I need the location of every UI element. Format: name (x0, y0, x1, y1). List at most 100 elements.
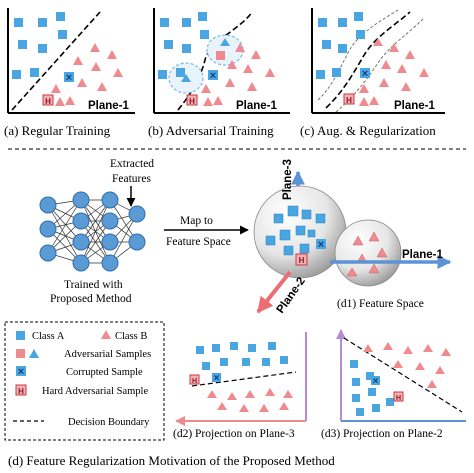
panel-b-axes (153, 8, 290, 114)
panel-a-decision-boundary (11, 11, 101, 111)
d3-caption: (d3) Projection on Plane-2 (321, 428, 443, 440)
panel-c-corrupted-sample: × (360, 68, 370, 80)
network-diagram: Extracted Features Trained with Proposed… (39, 158, 154, 305)
legend-hard-swatch: H (15, 384, 27, 396)
legend-class-b: Class B (115, 331, 147, 342)
panel-b-corrupted-sample: × (208, 70, 218, 82)
d2-caption: (d2) Projection on Plane-3 (173, 428, 295, 440)
panel-c-caption: (c) Aug. & Regularization (300, 123, 436, 138)
panel-b-hard-sample: H (186, 94, 198, 106)
network-node (72, 191, 90, 209)
panel-b-adversarial-points (181, 38, 230, 82)
svg-text:H: H (189, 97, 195, 106)
network-nodes (39, 191, 146, 272)
d2-class-b-points (207, 388, 293, 412)
panel-c-decision-boundary (325, 11, 411, 109)
panel-d2: × H (d2) Projection on Plane-3 (173, 332, 307, 440)
d3-class-a-points (350, 360, 394, 416)
plane-1-label: Plane-1 (402, 249, 444, 261)
network-node (101, 212, 119, 230)
network-node (72, 233, 90, 251)
network-edge (47, 199, 82, 254)
proposed-method-label: Proposed Method (50, 293, 132, 305)
svg-text:H: H (18, 387, 24, 396)
svg-text:×: × (362, 68, 368, 80)
d2-corrupted-sample: × (212, 373, 221, 384)
panel-b: × H Plane-1 (b) Adversarial Training (148, 8, 290, 138)
network-edge (47, 204, 82, 264)
network-node (101, 191, 119, 209)
d3-hard-sample: H (393, 391, 404, 402)
d2-hard-sample: H (189, 374, 200, 385)
feature-space: × H Plane-3 Plane-1 Plane-2 (d1) Feature… (253, 159, 452, 316)
panel-c-class-b-points (359, 38, 429, 106)
plane-3-label: Plane-3 (282, 159, 294, 200)
panel-a-caption: (a) Regular Training (4, 123, 111, 138)
network-node (39, 220, 57, 238)
network-node (128, 233, 146, 251)
sphere-corrupted-sample: × (316, 239, 326, 251)
network-edge (80, 199, 111, 264)
network-node (39, 244, 57, 262)
legend-class-a: Class A (32, 331, 65, 342)
svg-text:H: H (346, 96, 352, 105)
d3-decision-boundary (343, 337, 463, 413)
legend-adversarial: Adversarial Samples (64, 349, 151, 360)
network-node (128, 205, 146, 223)
panel-b-class-a-points (158, 12, 209, 79)
svg-text:H: H (299, 256, 305, 265)
sphere-hard-sample: H (295, 253, 308, 266)
d2-class-a-points (196, 342, 288, 370)
d3-corrupted-sample: × (371, 376, 380, 387)
panel-a-hard-sample: H (42, 94, 54, 106)
panel-a-plane-label: Plane-1 (88, 100, 130, 112)
extracted-label: Extracted (110, 158, 154, 170)
network-edge (80, 220, 111, 264)
panel-a-axes (7, 8, 135, 114)
trained-with-label: Trained with (64, 279, 123, 291)
svg-text:×: × (214, 373, 220, 384)
svg-text:×: × (210, 70, 216, 82)
network-node (72, 212, 90, 230)
legend-corrupted: Corrupted Sample (66, 367, 143, 378)
svg-text:×: × (318, 239, 324, 251)
sphere-b-cones (346, 231, 388, 277)
map-to-label: Map to (180, 215, 213, 227)
network-edges (47, 199, 138, 264)
d3-class-b-points (363, 342, 451, 388)
panel-b-class-b-points (201, 43, 275, 106)
feature-space-label: Feature Space (166, 236, 231, 248)
network-node (39, 196, 57, 214)
svg-text:H: H (396, 395, 401, 402)
network-edge (80, 199, 111, 243)
panel-a-corrupted-sample: × (64, 72, 74, 84)
svg-text:×: × (66, 72, 72, 84)
panel-c-hard-sample: H (343, 93, 355, 105)
legend-adv-swatch-triangle (29, 349, 39, 358)
legend-corrupted-swatch: × (16, 366, 26, 378)
panel-a-class-b-points (51, 43, 123, 106)
sphere-class-b (334, 219, 402, 287)
panel-a: × H Plane-1 (a) Regular Training (4, 8, 135, 138)
plane-2-axis (256, 270, 292, 314)
legend-class-b-swatch (101, 330, 111, 339)
panel-b-plane-label: Plane-1 (236, 100, 278, 112)
svg-text:H: H (192, 378, 197, 385)
legend-hard: Hard Adversarial Sample (42, 386, 148, 397)
svg-text:×: × (18, 366, 24, 378)
panel-d3: × H (d3) Projection on Plane-2 (321, 329, 466, 440)
panel-c-plane-label: Plane-1 (394, 100, 436, 112)
legend-box: Class A Class B Adversarial Samples × Co… (4, 321, 165, 441)
feature-space-caption: (d1) Feature Space (337, 298, 424, 310)
legend-class-a-swatch (16, 331, 25, 340)
network-node (101, 233, 119, 251)
panel-c-class-a-points (316, 12, 365, 79)
panel-c: × H Plane-1 (c) Aug. & Regularization (300, 8, 445, 138)
panel-b-caption: (b) Adversarial Training (148, 123, 274, 138)
network-node (101, 254, 119, 272)
svg-text:×: × (373, 376, 379, 387)
features-label: Features (112, 173, 151, 185)
svg-text:H: H (45, 97, 51, 106)
panel-b-decision-boundary (177, 11, 253, 111)
